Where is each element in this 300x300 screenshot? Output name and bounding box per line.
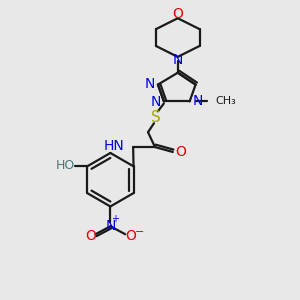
Text: O: O bbox=[172, 7, 183, 21]
Text: O: O bbox=[126, 229, 136, 243]
Text: O: O bbox=[175, 145, 186, 159]
Text: −: − bbox=[134, 227, 144, 237]
Text: HN: HN bbox=[103, 139, 124, 153]
Text: HO: HO bbox=[56, 159, 75, 172]
Text: O: O bbox=[85, 229, 96, 243]
Text: +: + bbox=[111, 214, 119, 224]
Text: N: N bbox=[145, 76, 155, 91]
Text: N: N bbox=[151, 95, 161, 110]
Text: CH₃: CH₃ bbox=[215, 97, 236, 106]
Text: S: S bbox=[151, 110, 161, 125]
Text: N: N bbox=[105, 219, 116, 233]
Text: N: N bbox=[172, 53, 183, 67]
Text: N: N bbox=[192, 94, 203, 109]
